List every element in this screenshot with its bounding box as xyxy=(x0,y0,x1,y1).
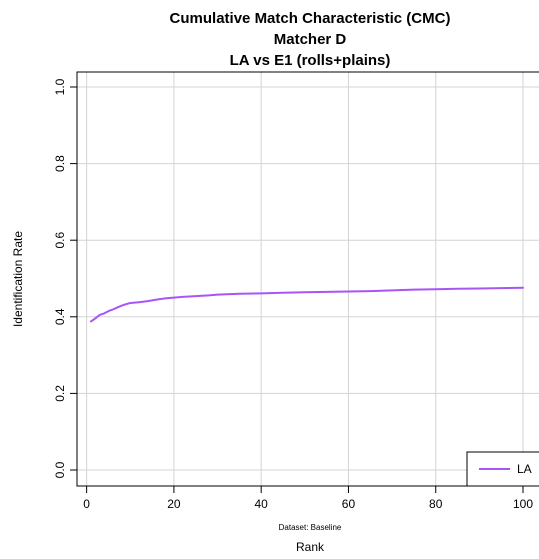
legend-label-la: LA xyxy=(517,462,532,476)
x-tick-label: 60 xyxy=(342,497,356,511)
chart-subtitle: Matcher D xyxy=(274,31,347,48)
y-tick-label: 0.4 xyxy=(53,308,67,325)
x-tick-label: 40 xyxy=(255,497,269,511)
y-tick-label: 0.2 xyxy=(53,385,67,402)
x-axis-label: Rank xyxy=(296,540,325,554)
x-axis: 0 20 40 60 80 100 xyxy=(83,486,533,511)
series-layer xyxy=(90,286,524,323)
y-tick-label: 0.8 xyxy=(53,155,67,172)
legend: LA xyxy=(466,451,539,487)
x-tick-label: 100 xyxy=(513,497,533,511)
x-tick-label: 20 xyxy=(167,497,181,511)
plot-frame xyxy=(76,71,539,487)
y-axis: 0.0 0.2 0.4 0.6 0.8 1.0 xyxy=(53,78,77,478)
y-tick-label: 1.0 xyxy=(53,78,67,95)
y-tick-label: 0.0 xyxy=(53,461,67,478)
grid xyxy=(77,72,539,486)
x-tick-label: 0 xyxy=(83,497,90,511)
chart-title: Cumulative Match Characteristic (CMC) xyxy=(170,10,451,27)
y-axis-label: Identification Rate xyxy=(11,231,25,327)
series-line-la xyxy=(90,286,524,323)
x-tick-label: 80 xyxy=(429,497,443,511)
y-tick-label: 0.6 xyxy=(53,232,67,249)
chart-subtitle-2: LA vs E1 (rolls+plains) xyxy=(230,52,391,69)
dataset-footnote: Dataset: Baseline xyxy=(279,523,342,532)
